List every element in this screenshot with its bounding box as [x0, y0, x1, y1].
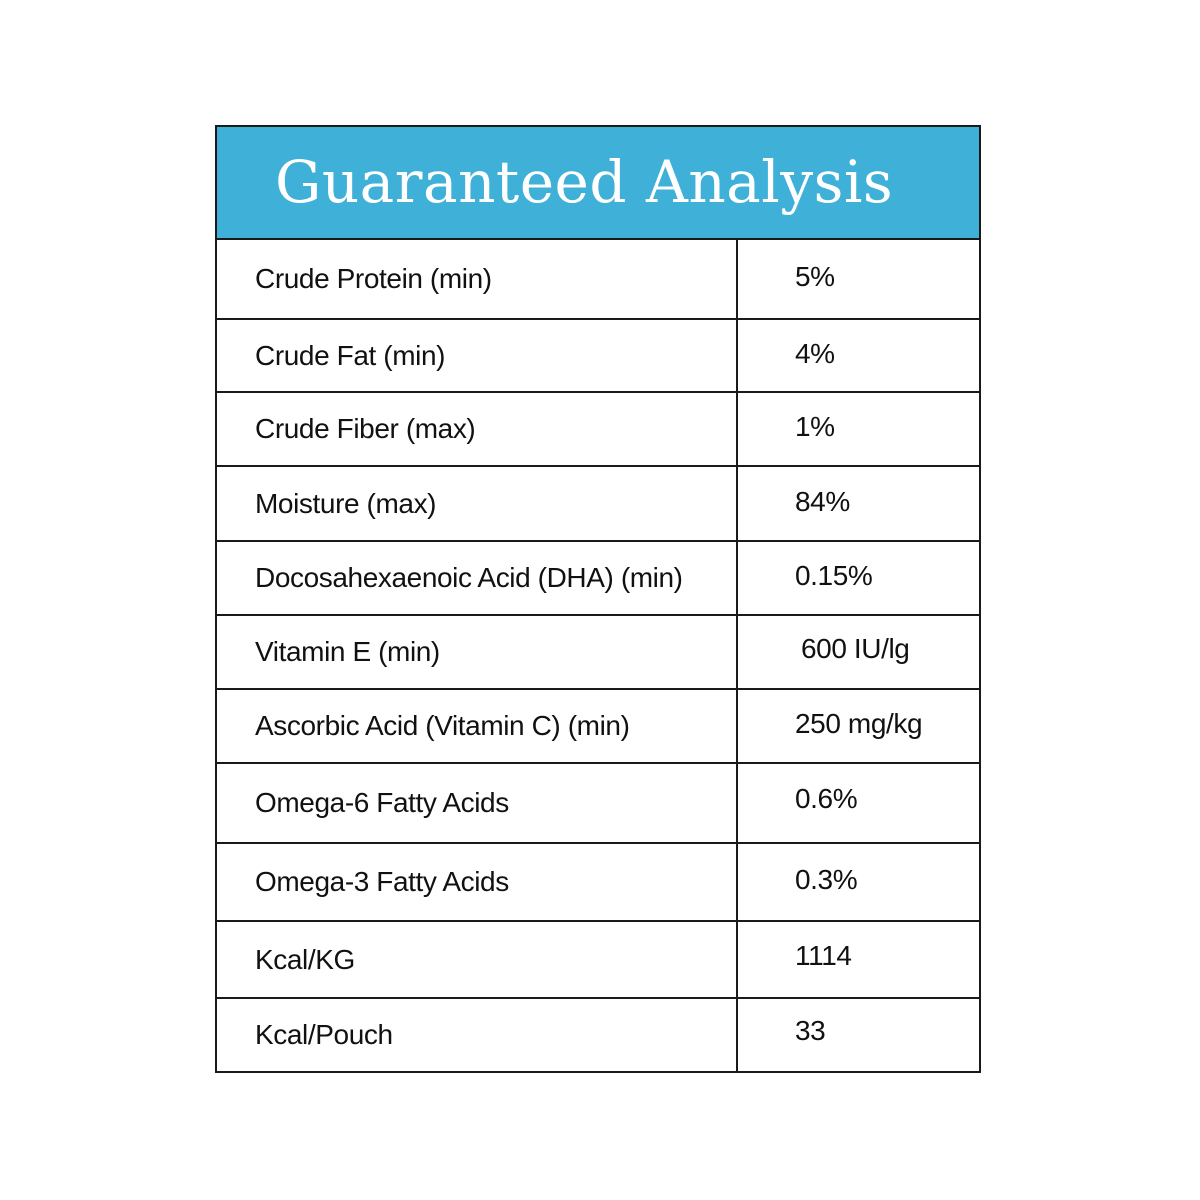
table-row: Crude Protein (min) 5% — [217, 240, 979, 320]
table-row: Crude Fiber (max) 1% — [217, 393, 979, 467]
nutrient-name: Moisture (max) — [255, 487, 437, 519]
table-row: Omega-3 Fatty Acids 0.3% — [217, 844, 979, 922]
table-row: Moisture (max) 84% — [217, 467, 979, 542]
nutrient-value: 0.6% — [795, 783, 858, 814]
nutrient-value: 1114 — [795, 939, 852, 971]
table-row: Crude Fat (min) 4% — [217, 320, 979, 393]
nutrient-value: 4% — [795, 337, 835, 369]
nutrient-value: 33 — [795, 1015, 826, 1046]
nutrient-value: 250 mg/kg — [795, 708, 923, 739]
nutrient-name: Vitamin E (min) — [255, 636, 440, 667]
nutrient-name: Crude Fiber (max) — [255, 413, 476, 444]
nutrient-name: Crude Fat (min) — [255, 339, 446, 371]
table-row: Omega-6 Fatty Acids 0.6% — [217, 764, 979, 844]
nutrient-name: Crude Protein (min) — [255, 263, 492, 294]
table-row: Ascorbic Acid (Vitamin C) (min) 250 mg/k… — [217, 690, 979, 764]
nutrient-name: Kcal/KG — [255, 943, 355, 975]
table-row: Docosahexaenoic Acid (DHA) (min) 0.15% — [217, 542, 979, 616]
nutrient-value: 1% — [795, 411, 835, 442]
table-row: Kcal/Pouch 33 — [217, 999, 979, 1071]
panel-header: Guaranteed Analysis — [217, 127, 979, 240]
nutrient-value: 600 IU/lg — [801, 633, 910, 664]
nutrient-name: Docosahexaenoic Acid (DHA) (min) — [255, 562, 683, 593]
nutrient-name: Ascorbic Acid (Vitamin C) (min) — [255, 710, 630, 741]
table-row: Kcal/KG 1114 — [217, 922, 979, 999]
column-divider — [736, 240, 738, 1071]
nutrient-value: 0.15% — [795, 560, 873, 591]
nutrient-name: Kcal/Pouch — [255, 1019, 393, 1050]
nutrient-name: Omega-6 Fatty Acids — [255, 787, 509, 818]
nutrient-value: 84% — [795, 485, 850, 517]
guaranteed-analysis-panel: Guaranteed Analysis Crude Protein (min) … — [215, 125, 981, 1073]
nutrient-value: 5% — [795, 261, 835, 292]
panel-title: Guaranteed Analysis — [275, 148, 894, 216]
nutrient-name: Omega-3 Fatty Acids — [255, 866, 509, 897]
table-row: Vitamin E (min) 600 IU/lg — [217, 616, 979, 690]
nutrient-value: 0.3% — [795, 864, 858, 895]
